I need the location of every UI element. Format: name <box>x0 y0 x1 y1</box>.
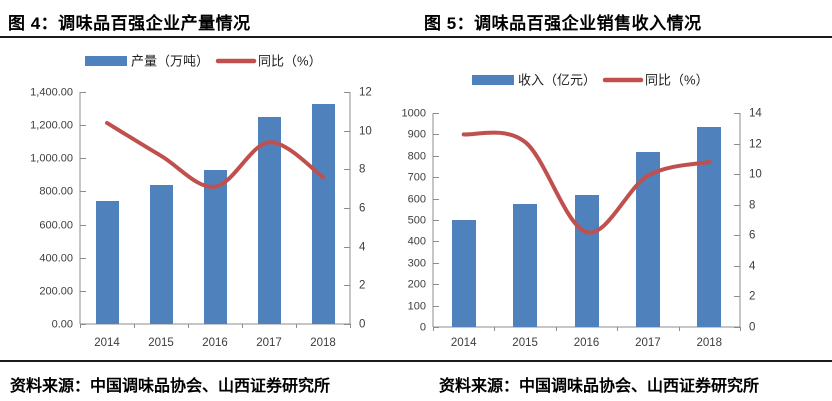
x-axis-label: 2014 <box>94 337 120 349</box>
y-axis-left: 0.00 200.00 400.00 600.00 800.00 1,000.00 1,20… <box>30 87 86 331</box>
y-axis-right-label: 14 <box>749 108 762 120</box>
bars <box>96 104 335 324</box>
y-axis-left-label: 800.00 <box>39 186 73 198</box>
y-axis-left: 0 100 200 300 400 500 600 700 800 900 1000 <box>402 108 439 334</box>
legend: 收入（亿元） 同比（%） <box>472 73 709 88</box>
y-axis-right-label: 0 <box>359 319 365 331</box>
x-axis: 2014 2015 2016 2017 2018 <box>80 324 351 349</box>
legend-bar-swatch <box>85 56 127 66</box>
y-axis-left-label: 500 <box>408 215 426 227</box>
figure-4-plot: 0.00 200.00 400.00 600.00 800.00 1,000.00 1,20… <box>30 54 372 350</box>
y-axis-right-label: 6 <box>359 203 365 215</box>
y-axis-right-label: 2 <box>749 291 755 303</box>
y-axis-left-label: 100 <box>408 301 426 313</box>
trend-line <box>461 130 712 235</box>
y-axis-right-label: 6 <box>749 230 755 242</box>
bar-2017 <box>636 152 660 327</box>
y-axis-left-label: 300 <box>408 258 426 270</box>
y-axis-right: 0 2 4 6 8 10 12 14 <box>734 108 762 334</box>
y-axis-right-label: 4 <box>359 242 366 254</box>
legend-bar-swatch <box>472 75 514 85</box>
y-axis-left-label: 1,000.00 <box>30 153 73 165</box>
figure-4-chart: 0.00 200.00 400.00 600.00 800.00 1,000.00 1,20… <box>0 38 416 362</box>
header-divider-line <box>0 36 832 38</box>
legend-line-label: 同比（%） <box>645 73 709 88</box>
y-axis-left-label: 600 <box>408 194 426 206</box>
bar-2014 <box>96 201 119 324</box>
x-axis: 2014 2015 2016 2017 2018 <box>433 327 741 349</box>
y-axis-right-label: 10 <box>749 169 762 181</box>
figure-5-source-note: 资料来源：中国调味品协会、山西证券研究所 <box>439 378 760 395</box>
y-axis-left-label: 200 <box>408 279 426 291</box>
legend-line-label: 同比（%） <box>258 54 322 69</box>
figure-4-title: 图 4：调味品百强企业产量情况 <box>8 14 251 33</box>
y-axis-left-label: 900 <box>408 129 426 141</box>
legend-bar-label: 产量（万吨） <box>131 54 209 69</box>
bars <box>452 127 721 327</box>
x-axis-label: 2015 <box>512 337 538 349</box>
bar-2014 <box>452 220 476 327</box>
y-axis-right-label: 8 <box>359 164 365 176</box>
figure-5-title: 图 5：调味品百强企业销售收入情况 <box>424 14 702 33</box>
x-axis-label: 2017 <box>635 337 661 349</box>
y-axis-right-label: 0 <box>749 322 755 334</box>
y-axis-left-label: 0.00 <box>52 319 73 331</box>
y-axis-left-label: 1,400.00 <box>30 87 73 99</box>
y-axis-right-label: 12 <box>749 139 762 151</box>
bar-2017 <box>258 117 281 324</box>
y-axis-right-label: 4 <box>749 261 756 273</box>
y-axis-left-label: 600.00 <box>39 220 73 232</box>
legend: 产量（万吨） 同比（%） <box>85 54 322 69</box>
y-axis-right-label: 10 <box>359 126 372 138</box>
y-axis-right-label: 8 <box>749 200 755 212</box>
x-axis-label: 2018 <box>697 337 723 349</box>
bar-2018 <box>312 104 335 324</box>
figure-4-source-note: 资料来源：中国调味品协会、山西证券研究所 <box>10 378 331 395</box>
y-axis-left-label: 0 <box>420 322 426 334</box>
y-axis-left-label: 1,200.00 <box>30 120 73 132</box>
x-axis-label: 2014 <box>451 337 477 349</box>
figure-5-chart: 0 100 200 300 400 500 600 700 800 900 1000 0 2 4 6 8 10 1… <box>396 38 832 362</box>
y-axis-left-label: 200.00 <box>39 286 73 298</box>
x-axis-label: 2016 <box>202 337 228 349</box>
x-axis-label: 2016 <box>574 337 600 349</box>
footer-divider-line <box>0 360 832 362</box>
y-axis-left-label: 400.00 <box>39 253 73 265</box>
bar-2016 <box>575 195 599 327</box>
figure-5-plot: 0 100 200 300 400 500 600 700 800 900 1000 0 2 4 6 8 10 1… <box>402 73 763 350</box>
y-axis-right-label: 12 <box>359 87 372 99</box>
x-axis-label: 2015 <box>148 337 174 349</box>
y-axis-left-label: 700 <box>408 172 426 184</box>
trend-line <box>105 120 325 189</box>
y-axis-left-label: 800 <box>408 151 426 163</box>
bar-2016 <box>204 170 227 324</box>
y-axis-left-label: 400 <box>408 236 426 248</box>
legend-bar-label: 收入（亿元） <box>518 73 596 88</box>
y-axis-left-label: 1000 <box>402 108 426 120</box>
x-axis-label: 2017 <box>256 337 282 349</box>
bar-2015 <box>150 185 173 324</box>
x-axis-label: 2018 <box>310 337 336 349</box>
y-axis-right-label: 2 <box>359 280 365 292</box>
bar-2015 <box>513 204 537 327</box>
y-axis-right: 0 2 4 6 8 10 12 <box>344 87 372 331</box>
bar-2018 <box>697 127 721 327</box>
